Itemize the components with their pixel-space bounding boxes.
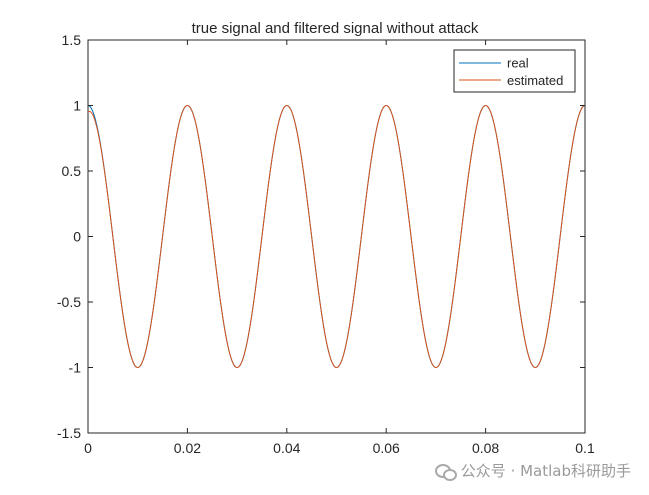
watermark-text: 公众号 · Matlab科研助手 bbox=[460, 462, 631, 480]
y-tick-label: 1 bbox=[73, 98, 81, 114]
chart-title: true signal and filtered signal without … bbox=[192, 20, 479, 37]
y-tick-label: -1 bbox=[69, 360, 82, 376]
x-tick-label: 0.04 bbox=[273, 440, 300, 456]
y-tick-label: 0.5 bbox=[62, 163, 82, 179]
y-tick-label: 1.5 bbox=[62, 32, 82, 48]
x-tick-label: 0.1 bbox=[575, 440, 595, 456]
series-layer bbox=[87, 104, 586, 369]
x-tick-label: 0 bbox=[84, 440, 92, 456]
legend: real estimated bbox=[453, 49, 576, 93]
x-tick-label: 0.06 bbox=[373, 440, 400, 456]
y-tick-label: 0 bbox=[73, 229, 81, 245]
legend-box bbox=[453, 49, 576, 93]
y-tick-label: -1.5 bbox=[57, 425, 81, 441]
ticks-layer: 0 0.02 0.04 0.06 0.08 0.1 1.5 1 0.5 0 -0.5 -1 -1.5 bbox=[57, 32, 595, 456]
x-tick-label: 0.08 bbox=[472, 440, 499, 456]
x-tick-label: 0.02 bbox=[174, 440, 201, 456]
y-tick-label: -0.5 bbox=[57, 294, 81, 310]
watermark: 公众号 · Matlab科研助手 bbox=[434, 460, 631, 481]
wechat-icon bbox=[434, 463, 457, 481]
legend-label-estimated: estimated bbox=[507, 73, 563, 88]
legend-label-real: real bbox=[507, 56, 529, 71]
